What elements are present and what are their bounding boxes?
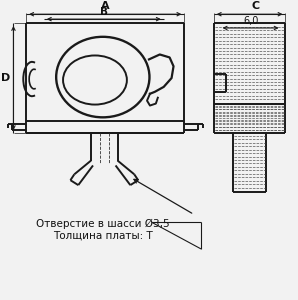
Text: Отверстие в шасси Ø3,5: Отверстие в шасси Ø3,5	[36, 218, 170, 229]
Text: C: C	[252, 1, 260, 11]
Text: A: A	[101, 1, 110, 11]
Text: D: D	[1, 73, 10, 83]
Text: 6,0: 6,0	[243, 16, 258, 26]
Text: Толщина платы: T: Толщина платы: T	[53, 230, 153, 240]
Text: B: B	[100, 7, 108, 17]
